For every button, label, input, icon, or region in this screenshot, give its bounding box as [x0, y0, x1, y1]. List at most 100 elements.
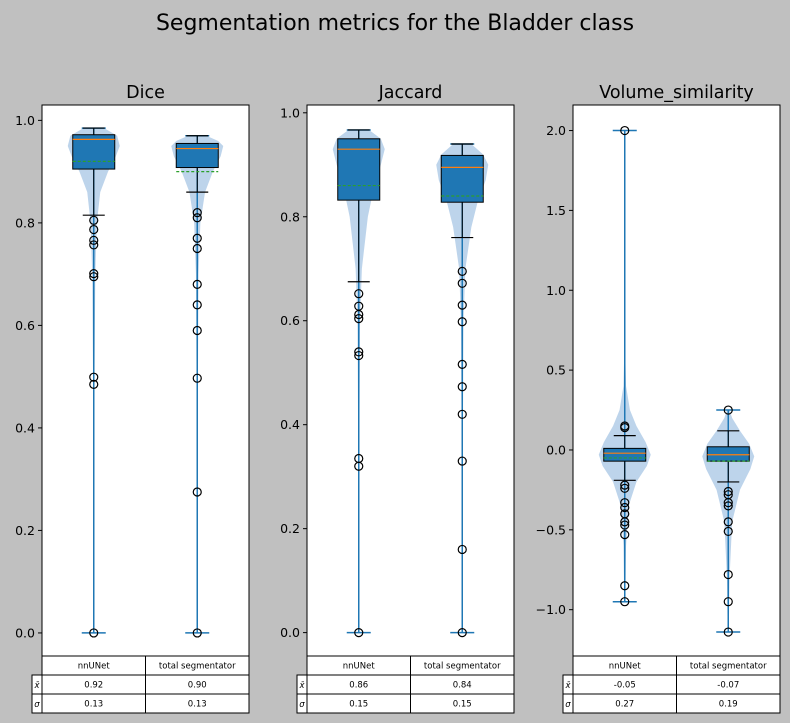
flier-point	[192, 628, 202, 638]
y-tick-label: 1.0	[546, 283, 566, 298]
flier-point	[89, 215, 99, 225]
box	[440, 154, 484, 203]
flier-point	[354, 347, 364, 357]
y-tick-label: 1.0	[280, 105, 300, 120]
flier-point	[354, 628, 364, 638]
flier-point	[620, 581, 630, 591]
table-cell-value: 0.15	[349, 700, 368, 710]
series-2	[436, 143, 489, 638]
flier-point	[457, 456, 467, 466]
flier-point	[89, 240, 99, 250]
flier-point	[620, 480, 630, 490]
flier-point	[89, 628, 99, 638]
flier-point	[457, 409, 467, 419]
flier-point	[192, 279, 202, 289]
flier-point	[89, 372, 99, 382]
table-cell-value: 0.19	[719, 700, 738, 710]
flier-point	[457, 266, 467, 276]
flier-point	[192, 325, 202, 336]
table-header-text: nnUNet	[78, 662, 111, 672]
flier-point	[620, 530, 630, 540]
table-cell-value: -0.05	[614, 681, 636, 691]
table-header-text: nnUNet	[343, 662, 376, 672]
flier-point	[89, 235, 99, 245]
table-cell-value: -0.07	[717, 681, 739, 691]
y-tick-label: −0.5	[536, 522, 566, 537]
series-2	[702, 405, 755, 637]
table-row-label: x̄	[33, 681, 40, 691]
table-row-label: σ	[299, 700, 305, 710]
y-tick-label: 0.8	[15, 215, 35, 230]
table-cell	[410, 693, 515, 714]
table-cell-value: 0.90	[188, 681, 207, 691]
flier-point	[723, 517, 733, 527]
flier-point	[354, 314, 364, 324]
y-tick-label: 0.6	[280, 313, 300, 328]
flier-point	[457, 278, 467, 288]
y-tick-label: 0.6	[15, 318, 35, 333]
flier-point	[723, 627, 733, 637]
series-2	[171, 135, 224, 638]
flier-point	[620, 125, 630, 136]
flier-point	[354, 350, 364, 361]
flier-point	[457, 628, 467, 638]
flier-point	[620, 517, 630, 527]
table-row-label: σ	[565, 700, 571, 710]
flier-point	[723, 405, 733, 415]
table-header-text: nnUNet	[609, 662, 642, 672]
table-cell-value: 0.27	[615, 700, 634, 710]
flier-point	[457, 359, 467, 369]
table-cell-value: 0.92	[84, 681, 103, 691]
series-1	[67, 127, 120, 638]
y-tick-label: 1.0	[15, 113, 35, 128]
plot-area	[573, 105, 780, 656]
table-cell-value: 0.15	[453, 700, 472, 710]
stats-table: nnUNet total segmentator x̄ -0.05 -0.07 σ 0.27…	[562, 655, 781, 714]
box	[337, 138, 381, 201]
flier-point	[354, 309, 364, 320]
flier-point	[457, 300, 467, 310]
flier-point	[723, 569, 733, 580]
flier-point	[89, 379, 99, 389]
y-tick-label: 0.2	[15, 523, 35, 538]
table-cell-value: 0.86	[349, 681, 368, 691]
series-1	[598, 125, 651, 607]
flier-point	[192, 208, 202, 218]
flier-point	[723, 498, 733, 508]
flier-point	[354, 289, 364, 299]
flier-point	[620, 483, 630, 493]
table-cell	[145, 693, 250, 714]
stats-table: nnUNet total segmentator x̄ 0.86 0.84 σ 0.15 0.…	[296, 655, 515, 714]
flier-point	[723, 597, 733, 607]
table-cell-value: 0.13	[84, 700, 103, 710]
box	[72, 134, 116, 170]
flier-point	[723, 486, 733, 497]
table-header-text: total segmentator	[690, 662, 767, 672]
table-cell-value: 0.13	[188, 700, 207, 710]
y-tick-label: 0.4	[280, 417, 300, 432]
flier-point	[192, 300, 202, 310]
table-row-label: σ	[34, 700, 40, 710]
series-1	[332, 129, 385, 638]
flier-point	[620, 502, 630, 513]
table-row-label: x̄	[298, 681, 305, 691]
panel-title: Jaccard	[378, 83, 443, 103]
flier-point	[457, 382, 467, 392]
table-header-text: total segmentator	[159, 662, 236, 672]
flier-point	[89, 224, 99, 235]
box	[175, 142, 219, 169]
y-tick-label: 0.0	[15, 625, 35, 640]
flier-point	[620, 498, 630, 508]
box	[706, 446, 750, 462]
flier-point	[192, 373, 202, 383]
flier-point	[89, 272, 99, 282]
y-tick-label: 0.2	[280, 521, 300, 536]
y-tick-label: −1.0	[536, 602, 566, 617]
flier-point	[192, 213, 202, 223]
y-tick-label: 0.5	[546, 363, 566, 378]
y-tick-label: 2.0	[546, 123, 566, 138]
figure-title: Segmentation metrics for the Bladder cla…	[156, 11, 634, 36]
panel-title: Volume_similarity	[599, 83, 754, 103]
y-tick-label: 0.0	[280, 625, 300, 640]
